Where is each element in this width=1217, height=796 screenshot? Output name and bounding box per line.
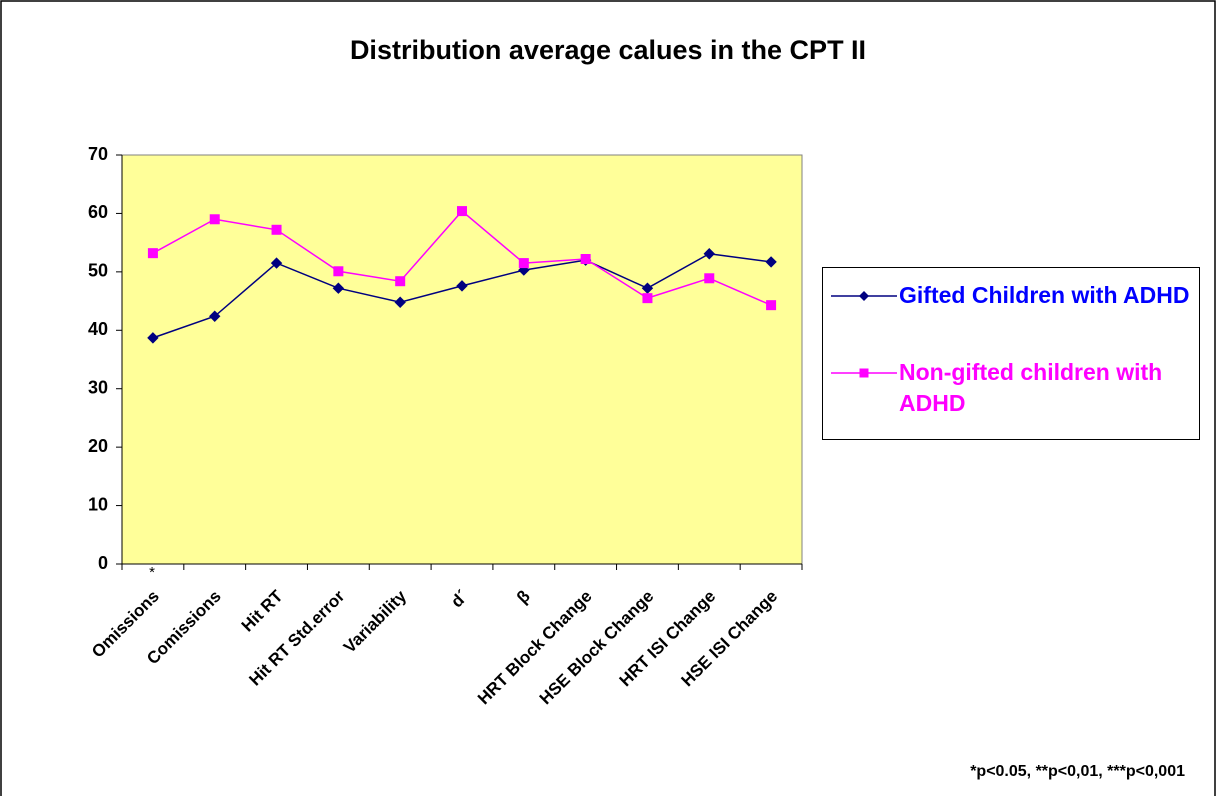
point bbox=[518, 258, 529, 269]
y-tick-label: 30 bbox=[88, 377, 108, 397]
significance-mark: * bbox=[149, 564, 155, 581]
point bbox=[333, 266, 344, 277]
legend-label: Gifted Children with ADHD bbox=[899, 282, 1190, 308]
point bbox=[456, 280, 468, 292]
x-tick-label: Hit RT bbox=[238, 586, 287, 635]
y-tick-label: 50 bbox=[88, 261, 108, 281]
x-tick-label: β bbox=[513, 587, 534, 608]
point bbox=[703, 248, 715, 260]
x-tick-label: HRT Block Change bbox=[474, 587, 596, 709]
point bbox=[642, 293, 653, 304]
footnote: *p<0.05, **p<0,01, ***p<0,001 bbox=[970, 763, 1185, 780]
point bbox=[394, 296, 406, 308]
point bbox=[704, 273, 715, 284]
y-tick-label: 40 bbox=[88, 319, 108, 339]
point bbox=[270, 257, 283, 269]
point bbox=[332, 282, 345, 294]
legend-swatch bbox=[831, 368, 897, 378]
legend-entry: Non-gifted children with ADHD bbox=[823, 357, 1199, 423]
point bbox=[147, 248, 158, 259]
point bbox=[518, 264, 530, 276]
legend-marker bbox=[859, 368, 869, 378]
y-tick-label: 60 bbox=[88, 202, 108, 222]
point bbox=[147, 332, 159, 344]
chart-title: Distribution average calues in the CPT I… bbox=[350, 35, 866, 65]
legend-label: Non-gifted children with ADHD bbox=[899, 359, 1163, 416]
x-tick-label: HSE Block Change bbox=[536, 587, 658, 709]
y-tick-label: 0 bbox=[98, 553, 108, 573]
point bbox=[457, 206, 467, 217]
legend: Gifted Children with ADHD Non-gifted chil… bbox=[822, 267, 1200, 440]
point bbox=[271, 224, 282, 235]
y-tick-label: 10 bbox=[88, 494, 108, 514]
point bbox=[766, 300, 777, 311]
x-tick-label: Variability bbox=[340, 586, 411, 657]
plot-area bbox=[121, 154, 803, 565]
legend-swatch bbox=[831, 291, 897, 301]
legend-marker bbox=[859, 291, 869, 301]
x-tick-label: d´ bbox=[447, 587, 472, 612]
point bbox=[209, 214, 220, 225]
y-tick-label: 20 bbox=[88, 436, 108, 456]
point bbox=[395, 276, 406, 287]
legend-entry: Gifted Children with ADHD bbox=[823, 280, 1199, 346]
point bbox=[580, 254, 591, 265]
y-tick-label: 70 bbox=[88, 144, 108, 164]
point bbox=[765, 256, 777, 268]
point bbox=[209, 310, 221, 322]
